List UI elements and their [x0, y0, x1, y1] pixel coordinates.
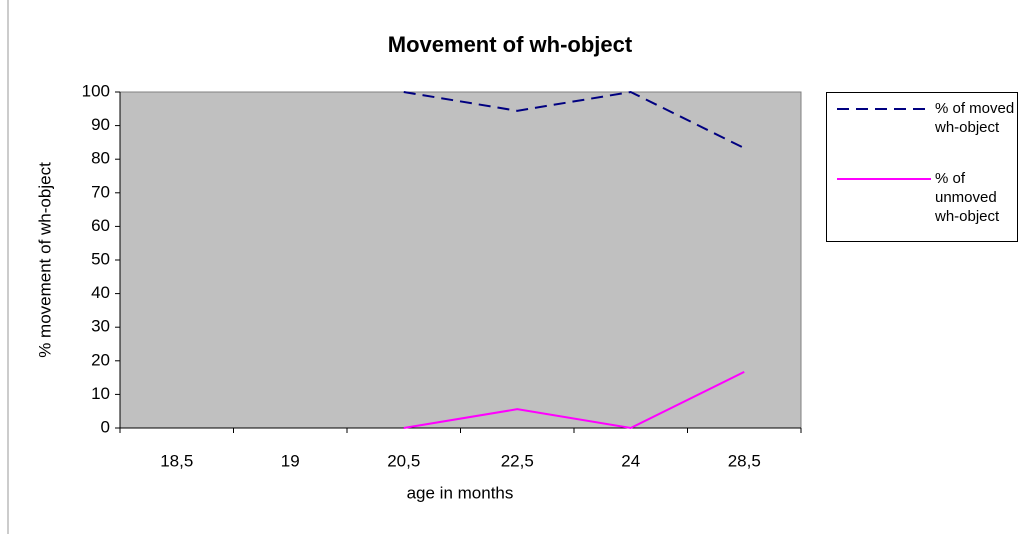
plot-area	[119, 91, 802, 429]
x-tick-label: 20,5	[387, 451, 420, 470]
y-tick-label: 20	[91, 350, 110, 369]
x-tick-label: 22,5	[501, 451, 534, 470]
legend-label: % of unmoved wh-object	[935, 170, 1000, 225]
x-tick-label: 24	[621, 451, 640, 470]
y-tick-label: 60	[91, 216, 110, 235]
x-tick-label: 18,5	[160, 451, 193, 470]
y-tick-label: 50	[91, 249, 110, 268]
legend: % of moved wh-object % of unmoved wh-obje…	[826, 92, 1018, 242]
y-tick-label: 100	[82, 81, 110, 100]
series-line	[403, 370, 745, 430]
y-tick-label: 40	[91, 283, 110, 302]
y-tick-label: 30	[91, 317, 110, 336]
chart-title: Movement of wh-object	[388, 32, 633, 57]
y-tick-label: 10	[91, 384, 110, 403]
x-tick-label: 28,5	[728, 451, 761, 470]
y-axis-label: % movement of wh-object	[35, 162, 54, 358]
x-tick-label: 19	[281, 451, 300, 470]
series-line	[403, 90, 745, 150]
x-axis-label: age in months	[407, 483, 514, 502]
y-tick-label: 70	[91, 182, 110, 201]
y-tick-label: 80	[91, 149, 110, 168]
y-tick-label: 90	[91, 115, 110, 134]
legend-keys	[837, 108, 931, 180]
y-tick-label: 0	[101, 417, 110, 436]
legend-label: % of moved wh-object	[935, 100, 1015, 136]
